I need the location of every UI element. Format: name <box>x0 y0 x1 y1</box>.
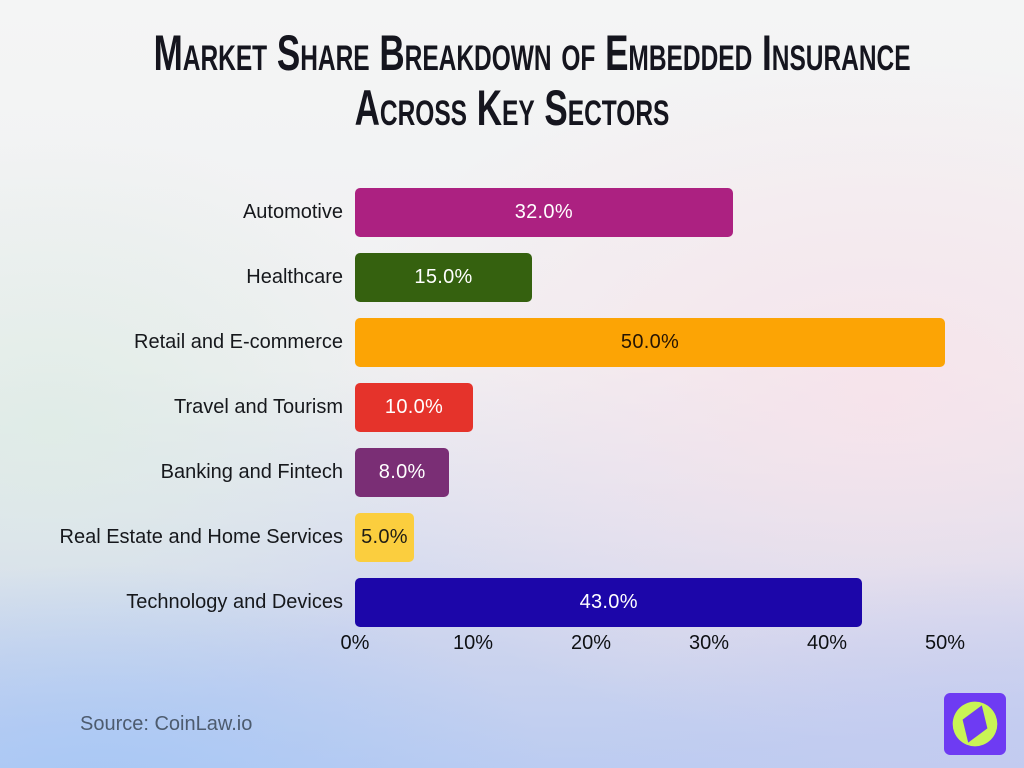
bar: 8.0% <box>355 448 450 497</box>
bar: 10.0% <box>355 383 473 432</box>
axis-tick-label: 10% <box>452 632 494 654</box>
bar: 5.0% <box>355 513 414 562</box>
category-label: Banking and Fintech <box>160 461 343 483</box>
bar-value-label: 43.0% <box>579 591 638 613</box>
category-label: Healthcare <box>246 266 343 288</box>
bar-value-label: 50.0% <box>620 331 680 353</box>
bar-value-label: 5.0% <box>361 526 408 548</box>
bar-value-label: 15.0% <box>414 266 473 288</box>
bar-row: Healthcare 15.0% <box>0 245 1024 310</box>
bar-track: 15.0% <box>355 253 1024 302</box>
category-label: Retail and E-commerce <box>134 331 343 353</box>
compass-icon <box>944 693 1006 755</box>
category-label: Automotive <box>242 201 343 223</box>
chart-title: Market Share Breakdown of Embedded Insur… <box>153 25 911 136</box>
bar: 32.0% <box>355 188 733 237</box>
bar-row: Automotive 32.0% <box>0 180 1024 245</box>
chart-title-line-1: Market Share Breakdown of Embedded Insur… <box>153 25 911 81</box>
x-axis: 0% 10% 20% 30% 40% 50% <box>341 632 965 660</box>
bar-chart: Automotive 32.0% Healthcare 15.0% Retail and… <box>0 180 1024 635</box>
bar-track: 10.0% <box>355 383 1024 432</box>
bar-row: Real Estate and Home Services 5.0% <box>0 505 1024 570</box>
source-credit: Source: CoinLaw.io <box>80 713 253 735</box>
coinlaw-compass-logo <box>944 693 1006 755</box>
axis-tick-label: 30% <box>688 632 730 654</box>
bar-track: 50.0% <box>355 318 1024 367</box>
axis-tick-label: 50% <box>924 632 966 654</box>
bar-row: Retail and E-commerce 50.0% <box>0 310 1024 375</box>
bar: 50.0% <box>355 318 945 367</box>
bar-value-label: 32.0% <box>514 201 573 223</box>
axis-tick-label: 0% <box>340 632 370 654</box>
bar-track: 8.0% <box>355 448 1024 497</box>
bar-row: Banking and Fintech 8.0% <box>0 440 1024 505</box>
axis-tick-label: 40% <box>806 632 848 654</box>
bar-track: 32.0% <box>355 188 1024 237</box>
bar-row: Travel and Tourism 10.0% <box>0 375 1024 440</box>
category-label: Technology and Devices <box>126 591 343 613</box>
chart-title-line-2: Across Key Sectors <box>354 80 670 136</box>
bar: 43.0% <box>355 578 863 627</box>
axis-tick-label: 20% <box>570 632 612 654</box>
category-label: Travel and Tourism <box>174 396 343 418</box>
bar-value-label: 10.0% <box>384 396 444 418</box>
bar-track: 5.0% <box>355 513 1024 562</box>
bar: 15.0% <box>355 253 532 302</box>
category-label: Real Estate and Home Services <box>59 526 343 548</box>
bar-value-label: 8.0% <box>378 461 426 483</box>
bar-row: Technology and Devices 43.0% <box>0 570 1024 635</box>
bar-track: 43.0% <box>355 578 1024 627</box>
